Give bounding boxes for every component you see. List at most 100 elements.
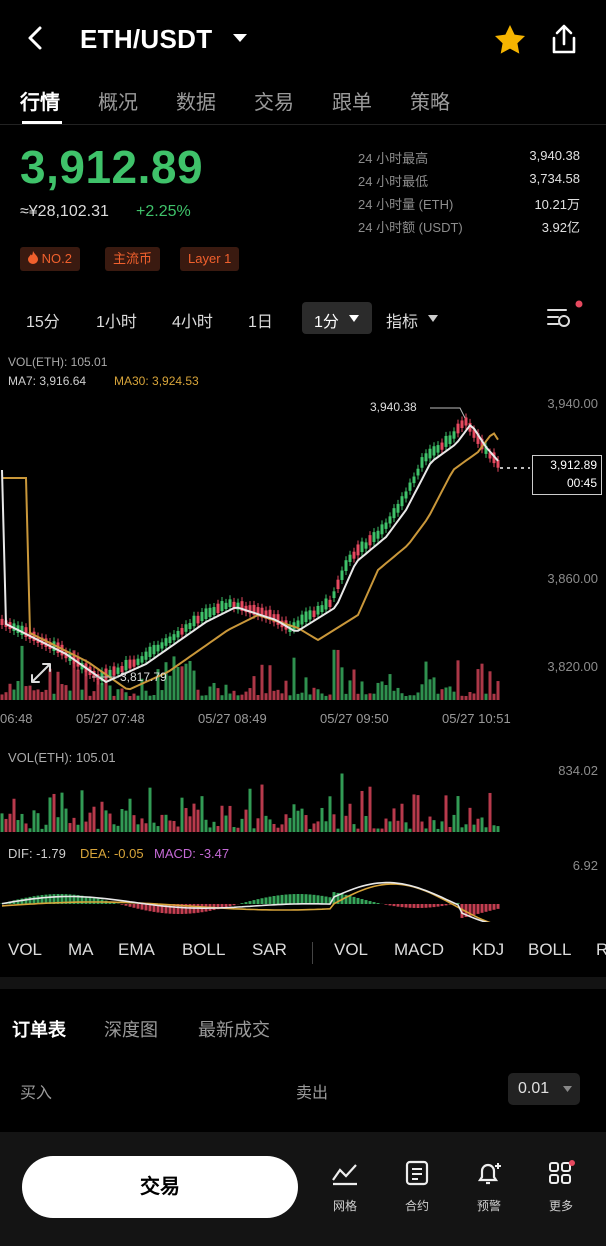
tab-strategy[interactable]: 策略 xyxy=(410,92,450,114)
tab-copy-trade[interactable]: 跟单 xyxy=(332,92,372,114)
chart-settings-icon[interactable] xyxy=(544,300,584,332)
timeframe-1d[interactable]: 1日 xyxy=(248,314,273,331)
macd-histogram-bar xyxy=(88,897,92,904)
main-indicator-sar[interactable]: SAR xyxy=(252,940,287,959)
tab-trade[interactable]: 交易 xyxy=(254,92,294,114)
contract-nav-item[interactable]: 合约 xyxy=(397,1160,437,1214)
macd-histogram-bar xyxy=(292,894,296,904)
volume-panel-bar xyxy=(372,828,376,832)
price-axis-tick-3820: 3,820.00 xyxy=(547,659,598,674)
volume-bar xyxy=(60,684,64,700)
tab-order-book[interactable]: 订单表 xyxy=(12,1020,66,1040)
volume-bar xyxy=(272,690,276,700)
alert-nav-item[interactable]: 预警 xyxy=(469,1160,509,1214)
mainstream-tag[interactable]: 主流币 xyxy=(105,247,161,271)
trading-pair-title[interactable]: ETH/USDT xyxy=(80,24,213,54)
macd-histogram-bar xyxy=(160,904,164,914)
volume-panel-bar xyxy=(28,828,32,832)
volume-bar xyxy=(164,662,168,700)
volume-bar xyxy=(172,656,176,700)
more-nav-item[interactable]: 更多 xyxy=(541,1160,581,1214)
volume-bar xyxy=(8,683,12,700)
macd-histogram-bar xyxy=(316,895,320,904)
precision-selector[interactable]: 0.01 xyxy=(508,1073,580,1105)
macd-histogram-bar xyxy=(436,904,440,907)
current-price-tag-value: 3,912.89 xyxy=(550,458,597,472)
volume-panel-bar xyxy=(300,808,304,832)
sub-indicator-macd[interactable]: MACD xyxy=(394,940,445,959)
volume-panel-bar xyxy=(240,818,244,832)
x-axis-tick-0: 06:48 xyxy=(0,711,33,726)
candle-body xyxy=(412,476,416,484)
candle-body xyxy=(128,659,132,669)
sub-indicator-boll[interactable]: BOLL xyxy=(528,940,572,959)
sub-indicator-vol[interactable]: VOL xyxy=(334,940,369,959)
macd-histogram-bar xyxy=(288,894,292,904)
candle-body xyxy=(160,642,164,649)
tab-latest-trades[interactable]: 最新成交 xyxy=(198,1020,270,1040)
timeframe-1h[interactable]: 1小时 xyxy=(96,314,137,331)
candle-body xyxy=(120,666,124,673)
volume-bar xyxy=(64,685,68,700)
main-indicator-ma[interactable]: MA xyxy=(68,940,94,959)
tab-data[interactable]: 数据 xyxy=(176,92,216,114)
favorite-star-icon[interactable] xyxy=(492,22,528,58)
volume-panel-bar xyxy=(184,808,188,832)
candlestick-chart[interactable] xyxy=(0,390,606,708)
back-arrow-icon[interactable] xyxy=(18,20,54,56)
candles xyxy=(0,413,500,686)
volume-bar xyxy=(292,657,296,700)
timeframe-15m[interactable]: 15分 xyxy=(26,314,60,331)
candle-body xyxy=(244,605,248,613)
main-indicator-ema[interactable]: EMA xyxy=(118,940,155,959)
volume-panel-bar xyxy=(448,827,452,832)
candle-body xyxy=(428,448,432,459)
macd-histogram-bar xyxy=(176,904,180,914)
fullscreen-icon[interactable] xyxy=(28,660,54,686)
volume-panel-bar xyxy=(148,787,152,832)
tab-overview[interactable]: 概况 xyxy=(98,92,138,114)
timeframe-1m-label: 1分 xyxy=(314,314,339,331)
volume-bar xyxy=(468,691,472,700)
volume-bar xyxy=(128,695,132,700)
tab-depth-chart[interactable]: 深度图 xyxy=(104,1020,158,1040)
sub-indicator-r[interactable]: R xyxy=(596,940,606,959)
main-indicator-vol[interactable]: VOL xyxy=(8,940,43,959)
candle-body xyxy=(480,438,484,450)
layer1-tag[interactable]: Layer 1 xyxy=(180,247,240,271)
trade-button[interactable]: 交易 xyxy=(22,1156,298,1218)
volume-panel-bar xyxy=(276,827,280,832)
macd-histogram-bar xyxy=(488,904,492,911)
candle-body xyxy=(216,603,220,613)
current-price-tag: 3,912.89 00:45 xyxy=(532,455,602,495)
macd-histogram-bar xyxy=(24,897,28,904)
grid-nav-item[interactable]: 网格 xyxy=(325,1160,365,1214)
grid-nav-label: 网格 xyxy=(332,1199,357,1213)
x-axis-tick-2: 05/27 08:49 xyxy=(198,711,267,726)
volume-bar xyxy=(236,695,240,700)
chevron-down-icon[interactable] xyxy=(230,28,250,48)
rank-tag[interactable]: NO.2 xyxy=(20,247,80,271)
volume-panel-bar xyxy=(384,818,388,832)
volume-panel-bar xyxy=(408,828,412,832)
ma7-line xyxy=(1,423,499,684)
volume-panel-bar xyxy=(196,809,200,832)
main-indicator-boll[interactable]: BOLL xyxy=(182,940,226,959)
timeframe-1m-selected[interactable] xyxy=(302,302,372,334)
volume-panel-bar xyxy=(16,820,20,832)
macd-histogram-bar xyxy=(0,903,4,904)
timeframe-4h[interactable]: 4小时 xyxy=(172,314,213,331)
volume-panel-bar xyxy=(8,813,12,832)
share-icon[interactable] xyxy=(548,22,580,56)
volume-panel-bar xyxy=(92,806,96,832)
volume-bar xyxy=(4,692,8,700)
indicator-menu[interactable]: 指标 xyxy=(386,314,419,331)
sub-indicator-kdj[interactable]: KDJ xyxy=(472,940,505,959)
macd-histogram-bar xyxy=(28,896,32,904)
volume-bar xyxy=(144,690,148,700)
candle-body xyxy=(396,503,400,513)
macd-histogram-bar xyxy=(248,901,252,904)
candle-body xyxy=(328,599,332,607)
tab-market[interactable]: 行情 xyxy=(20,92,60,114)
macd-histogram-bar xyxy=(60,894,64,904)
